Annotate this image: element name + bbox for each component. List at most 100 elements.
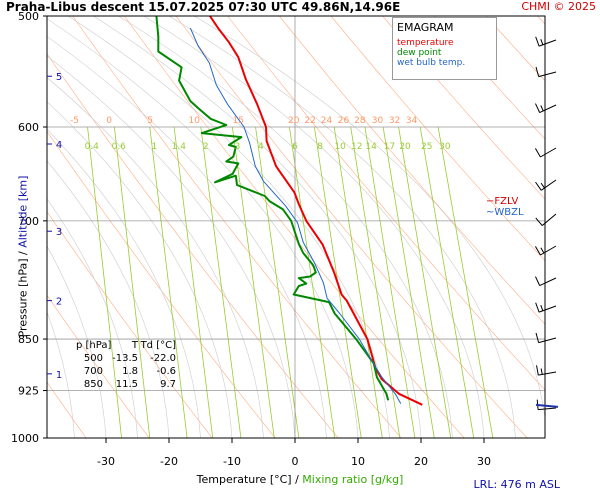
- mixing-ratio-label: 2: [203, 142, 209, 152]
- altitude-tick-label: 2: [56, 297, 62, 308]
- table-header: p [hPa] T Td [°C]: [76, 339, 176, 352]
- moist-adiabat-line: [118, 16, 453, 438]
- altitude-tick-label: 4: [56, 140, 62, 151]
- mixing-ratio-label: 25: [421, 142, 432, 152]
- dry-adiabat-line: [537, 16, 545, 25]
- moist-adiabat-line: [168, 16, 516, 438]
- wind-barb-flag: [535, 276, 541, 286]
- wind-barb: [535, 36, 557, 47]
- series-line: [209, 16, 423, 406]
- legend: EMAGRAM temperature dew point wet bulb t…: [392, 17, 497, 80]
- wind-barb: [536, 399, 557, 411]
- wind-barb-flag: [540, 38, 544, 45]
- x-tick-label: 0: [292, 455, 299, 468]
- wind-barb-shaft: [538, 337, 557, 344]
- moist-adiabat-line: [194, 16, 545, 421]
- table-cell: 700: [83, 366, 103, 377]
- mixing-ratio-line: [113, 126, 151, 438]
- chart-title: Praha-Libus descent 15.07.2025 07:30 UTC…: [6, 0, 401, 14]
- mixing-ratio-label: 6: [292, 142, 298, 152]
- fzlv-label: −FZLV: [486, 196, 519, 207]
- table-cell: 11.5: [115, 379, 138, 390]
- wind-barb-flag: [535, 181, 542, 191]
- dry-adiabat-line: [279, 16, 545, 325]
- dry-adiabat-label: 15: [233, 116, 244, 126]
- mixing-ratio-line: [437, 126, 494, 438]
- pressure-tick-label: 925: [18, 385, 39, 398]
- wind-barb-surface: [535, 403, 559, 408]
- table-cell: -22.0: [150, 353, 176, 364]
- dry-adiabat-label: 24: [321, 116, 333, 126]
- x-axis-label-temperature: Temperature [°C] /: [196, 473, 299, 486]
- wind-barb: [535, 103, 557, 114]
- plot-area: [47, 16, 545, 438]
- legend-temperature: temperature: [397, 38, 454, 48]
- legend-wetbulb: wet bulb temp.: [397, 58, 466, 68]
- y-axis-label-altitude: Altitude [km]: [16, 175, 30, 248]
- mixing-ratio-label: 8: [317, 142, 323, 152]
- dry-adiabat-label: 22: [304, 116, 315, 126]
- wind-barb-flag: [540, 368, 543, 375]
- x-tick-label: -30: [97, 455, 115, 468]
- moist-adiabat-line: [47, 311, 75, 438]
- dry-adiabat-line: [47, 211, 213, 438]
- dry-adiabat-line: [434, 16, 545, 140]
- wbzl-label: ~WBZL: [486, 207, 524, 218]
- wind-barb-shaft: [539, 104, 557, 114]
- altitude-tick-label: 1: [56, 370, 62, 381]
- mixing-ratio-label: 1: [152, 142, 158, 152]
- x-tick-label: 30: [477, 455, 491, 468]
- dry-adiabat-line: [72, 16, 402, 438]
- wind-barb: [536, 365, 557, 376]
- wbzl-text: WBZL: [494, 207, 524, 218]
- dry-adiabat-label: 26: [338, 116, 350, 126]
- mixing-ratio-label: 10: [334, 142, 346, 152]
- wind-barb-shaft: [538, 407, 557, 411]
- mixing-ratio-label: 4: [258, 142, 264, 152]
- x-tick-label: 10: [351, 455, 365, 468]
- wind-barb-shaft: [540, 245, 557, 256]
- x-axis-label-mixing: Mixing ratio [g/kg]: [302, 473, 404, 486]
- moist-adiabat-line: [47, 36, 327, 438]
- altitude-tick-label: 3: [56, 227, 62, 238]
- wind-barb-flag: [540, 304, 544, 311]
- credit: CHMI © 2025: [521, 0, 596, 13]
- moist-adiabat-line: [143, 16, 485, 438]
- mixing-ratio-line: [350, 126, 401, 438]
- x-tick-label: -20: [160, 455, 178, 468]
- wind-barb: [535, 332, 557, 344]
- wind-barb-flag: [535, 66, 540, 77]
- wind-barb-flag: [540, 182, 545, 189]
- dry-adiabat-label: 32: [389, 116, 400, 126]
- dry-adiabat-line: [47, 381, 87, 438]
- table-header-p: p [hPa]: [76, 340, 112, 351]
- dry-adiabat-label: 34: [406, 116, 418, 126]
- pressure-tick-label: 600: [18, 121, 39, 134]
- legend-heading: EMAGRAM: [397, 21, 454, 34]
- wind-barb-shaft: [540, 147, 557, 158]
- table-header-td: Td [°C]: [140, 340, 176, 351]
- wind-barb: [534, 147, 557, 158]
- table-cell: -0.6: [156, 366, 176, 377]
- plot-frame: [46, 15, 546, 439]
- dry-adiabat-label: 30: [372, 116, 384, 126]
- dry-adiabat-line: [47, 294, 150, 438]
- wind-barb-flag: [540, 247, 545, 254]
- mixing-ratio-label: 17: [384, 142, 395, 152]
- wind-barb: [534, 245, 557, 256]
- dry-adiabat-line: [330, 16, 545, 262]
- table-cell: 1.8: [122, 366, 138, 377]
- pressure-tick-label: 500: [18, 10, 39, 23]
- wind-barb: [535, 213, 557, 226]
- mixing-ratio-line: [419, 126, 475, 438]
- pressure-tick-label: 700: [18, 215, 39, 228]
- mixing-ratio-line: [398, 126, 452, 438]
- pressure-tick-label: 1000: [11, 432, 39, 445]
- mixing-ratio-line: [231, 126, 275, 438]
- dry-adiabat-label: 5: [147, 116, 153, 126]
- mixing-ratio-label: 1.4: [172, 142, 187, 152]
- moist-adiabat-line: [47, 198, 138, 438]
- wind-barb-flag: [534, 148, 541, 158]
- wind-barb-shaft: [539, 277, 557, 287]
- wind-barb-flag: [536, 365, 539, 376]
